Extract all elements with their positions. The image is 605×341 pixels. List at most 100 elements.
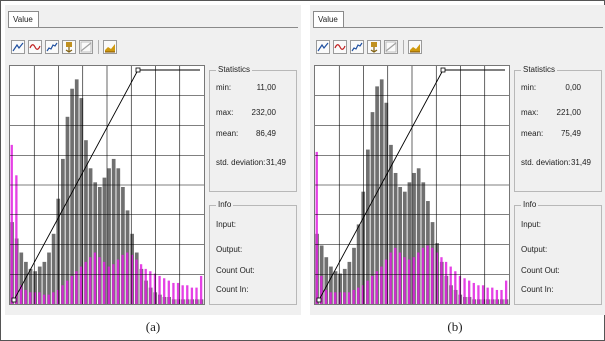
magenta-histogram-bar bbox=[486, 287, 489, 304]
magenta-histogram-bar bbox=[107, 266, 110, 304]
curve-control-point bbox=[11, 297, 17, 303]
magenta-histogram-bar bbox=[366, 280, 369, 304]
grey-histogram-bar bbox=[65, 116, 70, 304]
histogram-chart bbox=[315, 66, 509, 304]
magenta-histogram-bar bbox=[70, 275, 73, 304]
grey-histogram-bar bbox=[379, 79, 384, 304]
stat-mean-value: 75,49 bbox=[560, 129, 581, 138]
grey-histogram-bar bbox=[88, 168, 93, 304]
grey-histogram-bar bbox=[412, 172, 416, 304]
grey-histogram-bar bbox=[102, 177, 107, 304]
toolbar-separator bbox=[98, 40, 99, 54]
stat-max-row: max: 221,00 bbox=[521, 108, 597, 117]
stat-std-value: 31,49 bbox=[570, 158, 591, 167]
magenta-histogram-bar bbox=[472, 282, 475, 304]
statistics-group: Statistics min: 11,00 max: 232,00 mean: 86,… bbox=[209, 65, 297, 192]
linear-curve-icon[interactable] bbox=[11, 40, 25, 54]
magenta-histogram-bar bbox=[468, 280, 471, 304]
freeform-curve-icon[interactable] bbox=[45, 40, 59, 54]
curve-control-point bbox=[440, 67, 446, 73]
stat-min-label: min: bbox=[521, 83, 537, 92]
magenta-histogram-bar bbox=[444, 261, 448, 304]
tab-divider bbox=[8, 27, 298, 28]
magenta-histogram-bar bbox=[167, 280, 170, 304]
magenta-histogram-bar bbox=[38, 292, 41, 304]
stat-min-row: min: 0,00 bbox=[521, 83, 597, 92]
grey-histogram-bar bbox=[370, 112, 375, 304]
info-output-label: Output: bbox=[521, 245, 548, 254]
grey-histogram-bar bbox=[61, 158, 65, 304]
magenta-histogram-bar bbox=[190, 287, 194, 304]
magenta-histogram-bar bbox=[495, 289, 499, 304]
magenta-histogram-bar bbox=[149, 271, 152, 304]
magenta-histogram-bar bbox=[130, 254, 134, 304]
info-title: Info bbox=[521, 200, 539, 209]
sine-curve-icon[interactable] bbox=[28, 40, 42, 54]
histogram-icon[interactable] bbox=[103, 40, 117, 54]
magenta-histogram-bar bbox=[172, 282, 175, 304]
magenta-histogram-bar bbox=[56, 289, 60, 304]
magenta-histogram-bar bbox=[315, 151, 318, 304]
tab-value[interactable]: Value bbox=[313, 11, 344, 28]
curve-control-point bbox=[316, 297, 322, 303]
grey-histogram-bar bbox=[42, 261, 47, 304]
grey-histogram-bar bbox=[347, 261, 352, 304]
toolbar bbox=[11, 38, 120, 56]
threshold-icon[interactable] bbox=[367, 40, 381, 54]
magenta-histogram-bar bbox=[93, 252, 97, 304]
grey-histogram-bar bbox=[384, 102, 389, 304]
grey-histogram-bar bbox=[407, 182, 412, 304]
stat-std-label: std. deviation: bbox=[521, 158, 571, 167]
magenta-histogram-bar bbox=[153, 273, 157, 304]
magenta-histogram-bar bbox=[417, 252, 420, 304]
threshold-icon[interactable] bbox=[62, 40, 76, 54]
toolbar bbox=[316, 38, 425, 56]
magenta-histogram-bar bbox=[126, 252, 129, 304]
sine-curve-icon[interactable] bbox=[333, 40, 347, 54]
magenta-histogram-bar bbox=[186, 285, 189, 304]
histogram-plot[interactable] bbox=[314, 65, 510, 305]
grey-histogram-bar bbox=[389, 144, 393, 304]
toolbar-separator bbox=[403, 40, 404, 54]
magenta-histogram-bar bbox=[102, 261, 106, 304]
magenta-histogram-bar bbox=[338, 292, 342, 304]
magenta-histogram-bar bbox=[135, 259, 138, 304]
magenta-histogram-bar bbox=[389, 252, 392, 304]
magenta-histogram-bar bbox=[449, 266, 452, 304]
stat-max-label: max: bbox=[521, 108, 539, 117]
figure-caption-b: (b) bbox=[447, 319, 463, 334]
histogram-panel-b: Value Statistics min: 0,00 max: 221,00 mea… bbox=[310, 5, 605, 315]
magenta-histogram-bar bbox=[66, 280, 69, 304]
histogram-icon[interactable] bbox=[408, 40, 422, 54]
info-input-label: Input: bbox=[216, 220, 237, 229]
freeform-curve-icon[interactable] bbox=[350, 40, 364, 54]
grey-histogram-bar bbox=[37, 266, 42, 304]
stat-max-row: max: 232,00 bbox=[216, 108, 292, 117]
magenta-histogram-bar bbox=[477, 285, 480, 304]
stat-max-value: 221,00 bbox=[556, 108, 581, 117]
grey-histogram-bar bbox=[342, 268, 347, 304]
stat-min-value: 0,00 bbox=[565, 83, 581, 92]
grey-histogram-bar bbox=[28, 268, 33, 304]
magenta-histogram-bar bbox=[158, 275, 161, 304]
magenta-histogram-bar bbox=[42, 294, 46, 304]
reset-curve-icon[interactable] bbox=[384, 40, 398, 54]
magenta-histogram-bar bbox=[24, 289, 27, 304]
info-count-in-label: Count In: bbox=[521, 285, 554, 294]
stat-mean-value: 86,49 bbox=[255, 129, 276, 138]
tab-value[interactable]: Value bbox=[8, 11, 39, 28]
statistics-group: Statistics min: 0,00 max: 221,00 mean: 75,4… bbox=[514, 65, 602, 192]
histogram-plot[interactable] bbox=[9, 65, 205, 305]
stat-mean-row: mean: 86,49 bbox=[216, 129, 292, 138]
linear-curve-icon[interactable] bbox=[316, 40, 330, 54]
magenta-histogram-bar bbox=[19, 285, 23, 304]
magenta-histogram-bar bbox=[329, 292, 332, 304]
grey-histogram-bar bbox=[74, 79, 79, 304]
magenta-histogram-bar bbox=[398, 252, 402, 304]
magenta-histogram-bar bbox=[384, 259, 388, 304]
grey-histogram-bar bbox=[97, 187, 102, 304]
reset-curve-icon[interactable] bbox=[79, 40, 93, 54]
magenta-histogram-bar bbox=[116, 259, 120, 304]
magenta-histogram-bar bbox=[33, 292, 37, 304]
magenta-histogram-bar bbox=[121, 254, 124, 304]
